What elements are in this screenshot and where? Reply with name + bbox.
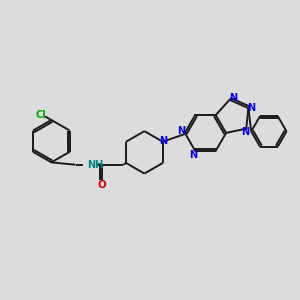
Text: O: O [98,180,106,190]
Text: N: N [177,126,185,136]
Text: N: N [189,150,197,160]
Text: N: N [247,103,255,113]
Text: N: N [229,93,237,103]
Text: Cl: Cl [36,110,46,120]
Text: NH: NH [87,160,103,170]
Text: N: N [159,136,167,146]
Text: N: N [242,127,250,137]
